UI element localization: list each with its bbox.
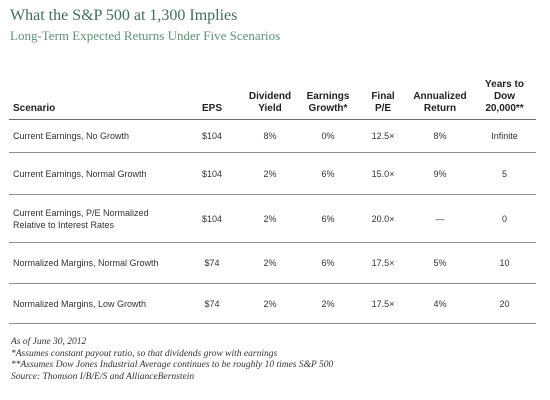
cell-text: Current Earnings, No Growth — [13, 131, 130, 141]
cell-annualized-return: 9% — [407, 152, 473, 195]
cell-years-to-dow: 0 — [473, 194, 536, 243]
cell-text: Normalized Margins, Normal Growth — [13, 258, 159, 268]
cell-dividend-yield: 2% — [243, 242, 297, 284]
table-header-row: Scenario EPS Dividend Yield Earnings Growt… — [9, 73, 536, 120]
cell-text: Current Earnings, Normal Growth — [13, 168, 147, 179]
cell-text: Current Earnings, P/E Normalized — [13, 207, 149, 218]
cell-scenario: Normalized Margins, Normal Growth — [9, 242, 181, 284]
cell-final-pe: 20.0× — [359, 194, 407, 243]
cell-earnings-growth: 6% — [297, 152, 359, 195]
col-header-line: Yield — [258, 103, 282, 114]
col-header-line: Annualized — [413, 91, 467, 102]
col-header-line: P/E — [374, 103, 392, 114]
cell-text: Relative to Interest Rates — [13, 219, 115, 230]
footnote-payout: *Assumes constant payout ratio, so that … — [11, 348, 278, 359]
col-header-line: Years to — [485, 79, 524, 90]
cell-scenario: Current Earnings, P/E Normalized Relative… — [9, 194, 181, 243]
col-header-line: Final — [371, 91, 395, 102]
col-header-scenario: Scenario — [9, 73, 181, 120]
cell-earnings-growth: 0% — [297, 119, 359, 153]
table-row: Normalized Margins, Normal Growth $74 2%… — [9, 242, 536, 284]
col-header-final-pe: Final P/E — [359, 73, 407, 120]
col-header-line: Earnings — [306, 91, 350, 102]
footnote-source: Source: Thomson I/B/E/S and AllianceBern… — [11, 371, 195, 382]
col-header-scenario-label: Scenario — [13, 103, 56, 114]
col-header-earnings-growth: Earnings Growth* — [297, 73, 359, 120]
cell-eps: $74 — [181, 283, 243, 324]
page-title: What the S&P 500 at 1,300 Implies — [10, 7, 238, 24]
cell-years-to-dow: 10 — [473, 242, 536, 284]
footnote-as-of: As of June 30, 2012 — [11, 337, 87, 347]
cell-final-pe: 12.5× — [359, 119, 407, 153]
col-header-dividend-yield: Dividend Yield — [243, 73, 297, 120]
cell-eps: $74 — [181, 242, 243, 284]
table-row: Current Earnings, P/E Normalized Relative… — [9, 194, 536, 243]
cell-earnings-growth: 2% — [297, 283, 359, 324]
cell-years-to-dow: 5 — [473, 152, 536, 195]
col-header-line: Dow — [493, 91, 516, 102]
col-header-line: Return — [423, 103, 457, 114]
cell-eps: $104 — [181, 194, 243, 243]
cell-dividend-yield: 8% — [243, 119, 297, 153]
col-header-line: Growth* — [308, 103, 348, 114]
footnotes: As of June 30, 2012 *Assumes constant pa… — [11, 337, 333, 383]
cell-years-to-dow: 20 — [473, 283, 536, 324]
table-row: Current Earnings, No Growth $104 8% 0% 1… — [9, 119, 536, 153]
cell-final-pe: 17.5× — [359, 283, 407, 324]
cell-annualized-return: 5% — [407, 242, 473, 284]
cell-scenario: Normalized Margins, Low Growth — [9, 283, 181, 324]
cell-annualized-return: 8% — [407, 119, 473, 153]
cell-final-pe: 15.0× — [359, 152, 407, 195]
cell-eps: $104 — [181, 152, 243, 195]
cell-annualized-return: — — [407, 194, 473, 243]
cell-dividend-yield: 2% — [243, 152, 297, 195]
cell-eps: $104 — [181, 119, 243, 153]
scenario-table: Scenario EPS Dividend Yield Earnings Growt… — [9, 73, 536, 324]
cell-dividend-yield: 2% — [243, 194, 297, 243]
col-header-line: Dividend — [248, 91, 292, 102]
cell-annualized-return: 4% — [407, 283, 473, 324]
cell-years-to-dow: Infinite — [473, 119, 536, 153]
col-header-annualized-return: Annualized Return — [407, 73, 473, 120]
cell-dividend-yield: 2% — [243, 283, 297, 324]
cell-scenario: Current Earnings, No Growth — [9, 119, 181, 153]
table-row: Current Earnings, Normal Growth $104 2% … — [9, 152, 536, 195]
cell-earnings-growth: 6% — [297, 242, 359, 284]
col-header-years-to-dow: Years to Dow 20,000** — [473, 73, 536, 120]
cell-earnings-growth: 6% — [297, 194, 359, 243]
page-subtitle: Long-Term Expected Returns Under Five Sc… — [10, 28, 281, 43]
col-header-eps-label: EPS — [201, 103, 222, 114]
cell-final-pe: 17.5× — [359, 242, 407, 284]
cell-scenario: Current Earnings, Normal Growth — [9, 152, 181, 195]
cell-text: Normalized Margins, Low Growth — [13, 298, 147, 309]
col-header-eps: EPS — [181, 73, 243, 120]
table-row: Normalized Margins, Low Growth $74 2% 2%… — [9, 283, 536, 324]
footnote-dow: **Assumes Dow Jones Industrial Average c… — [11, 360, 334, 370]
col-header-line: 20,000** — [485, 103, 524, 114]
